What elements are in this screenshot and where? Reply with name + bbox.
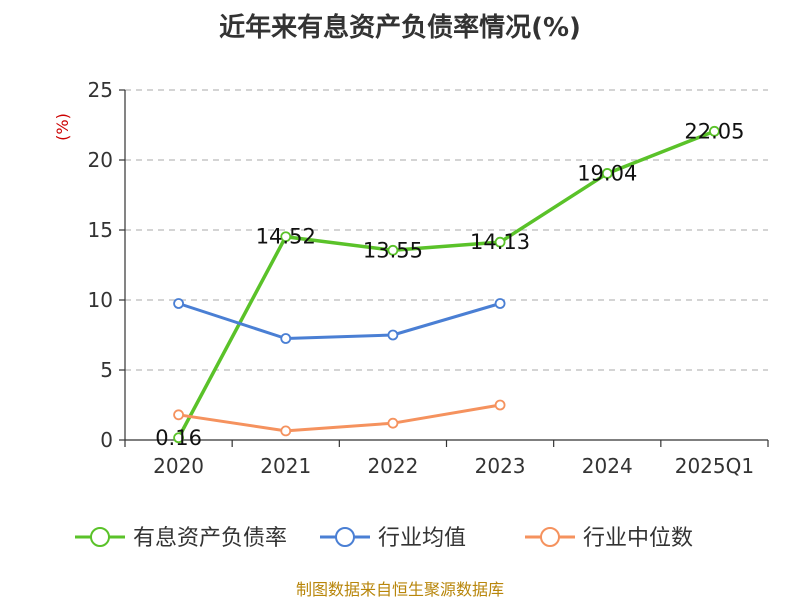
- y-tick-label: 20: [88, 148, 113, 172]
- x-tick-label: 2025Q1: [675, 454, 754, 478]
- data-point: [709, 125, 720, 137]
- data-label: 22.05: [684, 119, 744, 143]
- x-tick-label: 2023: [475, 454, 526, 478]
- data-point: [601, 168, 613, 179]
- x-tick-label: 2022: [367, 454, 418, 478]
- data-point: [387, 329, 399, 341]
- legend-label: 有息资产负债率: [133, 526, 287, 551]
- legend: 有息资产负债率 行业均值 行业中位数: [75, 526, 693, 551]
- y-tick-label: 15: [88, 218, 113, 242]
- y-tick-label: 0: [100, 428, 113, 452]
- series-line: [176, 129, 717, 440]
- x-tick-label: 2020: [153, 454, 204, 478]
- legend-marker: [540, 527, 560, 547]
- legend-label: 行业均值: [378, 526, 466, 551]
- data-label: 19.04: [577, 161, 637, 185]
- data-point: [280, 333, 292, 344]
- legend-marker: [90, 527, 110, 547]
- series-line: [177, 302, 502, 340]
- y-tick-label: 10: [88, 288, 113, 312]
- data-point: [280, 231, 292, 243]
- source-note: 制图数据来自恒生聚源数据库: [296, 580, 504, 599]
- data-point: [494, 236, 506, 248]
- data-point: [387, 417, 399, 429]
- data-point: [494, 399, 506, 411]
- chart-title: 近年来有息资产负债率情况(%): [219, 12, 581, 43]
- x-tick-label: 2024: [582, 454, 633, 478]
- series-layer: [173, 125, 720, 444]
- y-unit-label: (%): [53, 113, 72, 141]
- data-labels: 0.16 14.52 13.55 14.13 19.04 22.05: [155, 119, 744, 449]
- y-axis: 0 5 10 15 20 25: [88, 78, 126, 452]
- y-tick-label: 25: [88, 78, 113, 102]
- data-point: [173, 298, 184, 309]
- data-point: [387, 244, 399, 256]
- grid: [125, 89, 768, 371]
- data-point: [173, 409, 184, 421]
- legend-label: 行业中位数: [583, 526, 693, 551]
- data-label: 13.55: [363, 238, 423, 262]
- data-point: [173, 432, 184, 444]
- data-point: [494, 298, 506, 309]
- data-label: 14.52: [256, 225, 316, 249]
- data-label: 14.13: [470, 230, 530, 254]
- x-axis: 2020 2021 2022 2023 2024 2025Q1: [124, 439, 769, 478]
- data-label: 0.16: [155, 426, 202, 450]
- x-tick-label: 2021: [260, 454, 311, 478]
- data-point: [280, 425, 292, 437]
- series-line: [177, 403, 502, 433]
- legend-marker: [335, 527, 355, 547]
- y-tick-label: 5: [100, 358, 113, 382]
